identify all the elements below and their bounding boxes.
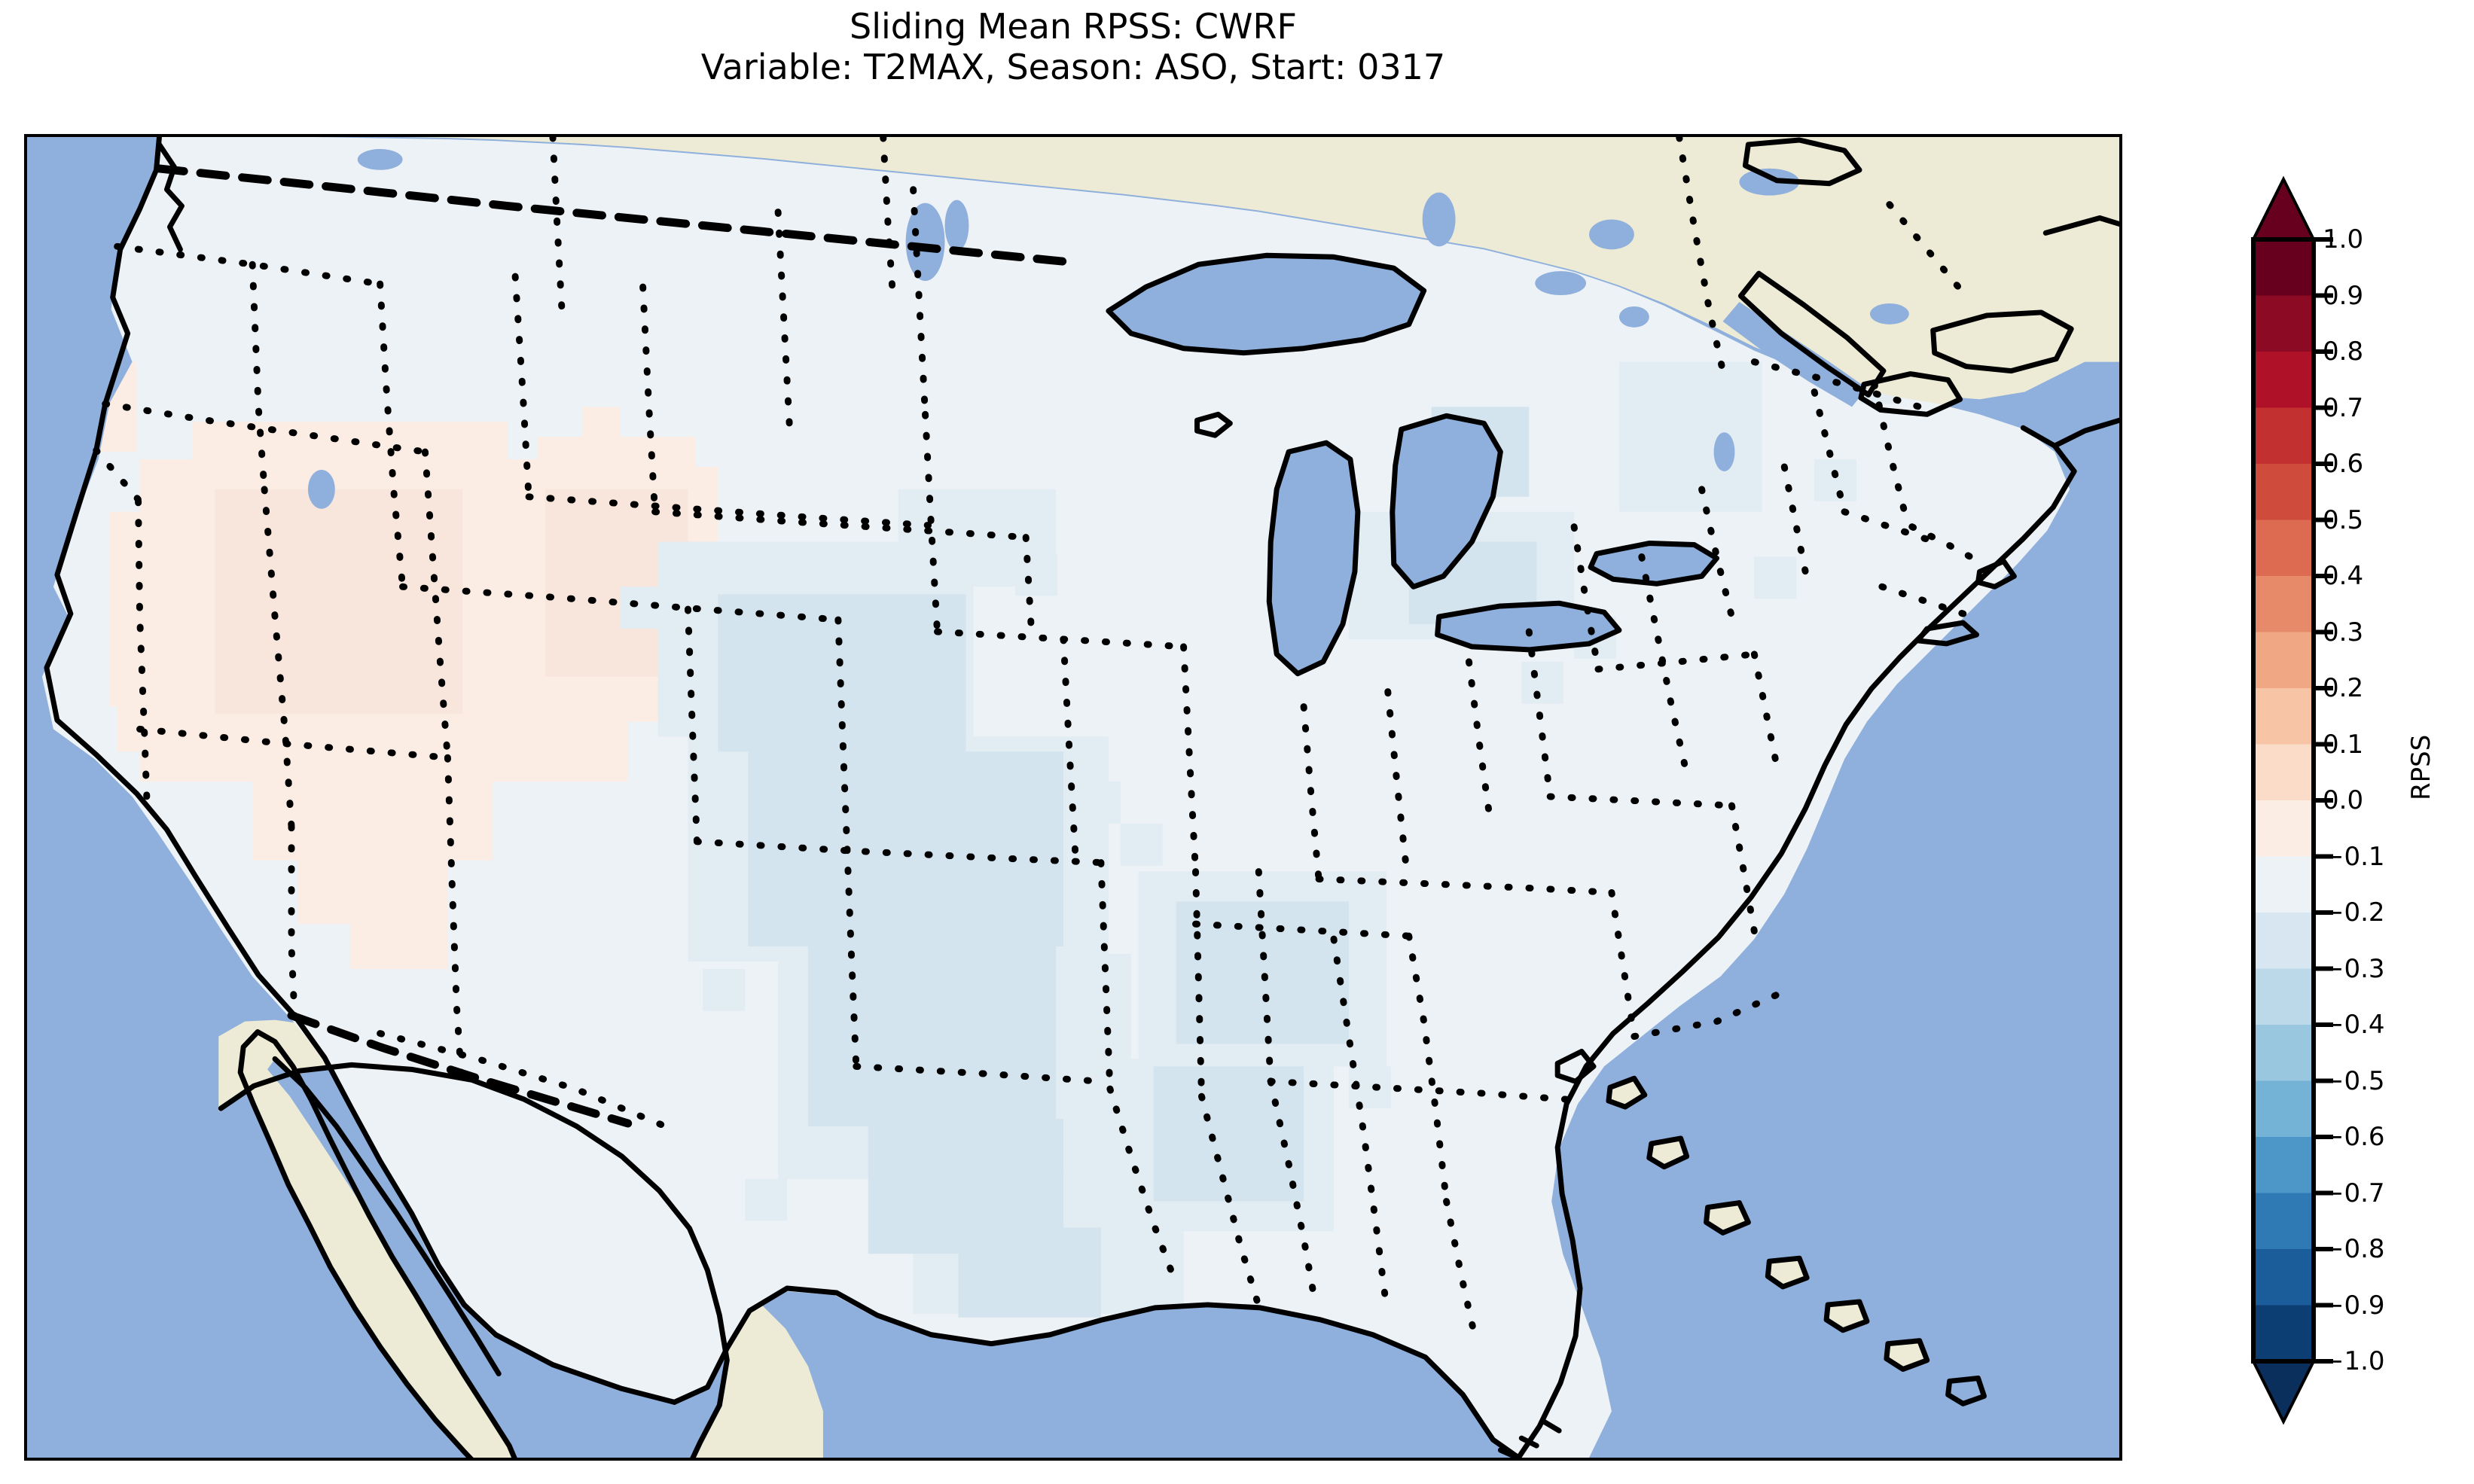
colorbar-band [2253, 352, 2314, 409]
colorbar-tick-label: −0.6 [2323, 1122, 2385, 1152]
colorbar-tick-label: −0.2 [2323, 897, 2385, 928]
chart-title-block: Sliding Mean RPSS: CWRF Variable: T2MAX,… [0, 6, 2146, 88]
colorbar-tick-label: −0.3 [2323, 953, 2385, 984]
us-mexico-border [287, 1011, 633, 1128]
colorbar-band [2253, 407, 2314, 465]
colorbar-band [2253, 576, 2314, 633]
colorbar-band [2253, 800, 2314, 858]
colorbar-tick-label: 0.7 [2323, 392, 2364, 423]
colorbar-tick-label: −1.0 [2323, 1346, 2385, 1376]
colorbar-tick-label: 0.0 [2323, 785, 2364, 815]
colorbar-tick-label: −0.7 [2323, 1178, 2385, 1208]
colorbar-extend-arrow-top [2250, 175, 2317, 241]
map-canvas [27, 137, 2119, 1458]
colorbar-band [2253, 520, 2314, 577]
colorbar-tick-label: 0.5 [2323, 504, 2364, 535]
map-axes [24, 134, 2122, 1461]
colorbar-tick-label: 1.0 [2323, 224, 2364, 254]
colorbar-tick-label: 0.4 [2323, 561, 2364, 591]
colorbar-tick-label: −0.5 [2323, 1065, 2385, 1096]
colorbar-tick-label: 0.2 [2323, 673, 2364, 703]
colorbar-band [2253, 744, 2314, 801]
colorbar-band [2253, 1025, 2314, 1082]
colorbar-band [2253, 632, 2314, 689]
colorbar-tick-label: 0.6 [2323, 449, 2364, 479]
colorbar-tick-label: 0.9 [2323, 280, 2364, 311]
colorbar-band [2253, 968, 2314, 1025]
colorbar: 1.0 0.9 0.8 0.7 0.6 0.5 0.4 0.3 0.2 0.1 0.0 −0.1 −0.… [2250, 175, 2385, 1425]
colorbar-band [2253, 1249, 2314, 1306]
colorbar-tick-label: −0.9 [2323, 1290, 2385, 1321]
colorbar-canvas [2250, 175, 2333, 1425]
colorbar-band [2253, 688, 2314, 745]
title-line-2: Variable: T2MAX, Season: ASO, Start: 031… [700, 47, 1446, 88]
coastline-layer [44, 137, 2119, 1458]
great-lakes-layer [267, 148, 1909, 1388]
colorbar-tick-label: 0.8 [2323, 337, 2364, 367]
colorbar-tick-label: 0.1 [2323, 729, 2364, 760]
colorbar-band [2253, 1137, 2314, 1194]
colorbar-band [2253, 295, 2314, 352]
colorbar-extend-arrow-bottom [2250, 1360, 2317, 1425]
colorbar-tick-label: −0.1 [2323, 841, 2385, 872]
colorbar-band [2253, 1193, 2314, 1250]
colorbar-band [2253, 913, 2314, 970]
state-borders-layer [93, 137, 1988, 1348]
colorbar-band [2253, 464, 2314, 521]
colorbar-band [2253, 856, 2314, 913]
colorbar-band [2253, 1305, 2314, 1362]
title-line-1: Sliding Mean RPSS: CWRF [850, 6, 1297, 47]
colorbar-tick-label: −0.4 [2323, 1010, 2385, 1040]
colorbar-tick-label: 0.3 [2323, 617, 2364, 648]
us-canada-border [154, 164, 1083, 267]
colorbar-band [2253, 239, 2314, 297]
colorbar-tick-label: −0.8 [2323, 1234, 2385, 1264]
colorbar-band [2253, 1080, 2314, 1138]
colorbar-axis-label: RPSS [2406, 734, 2436, 800]
